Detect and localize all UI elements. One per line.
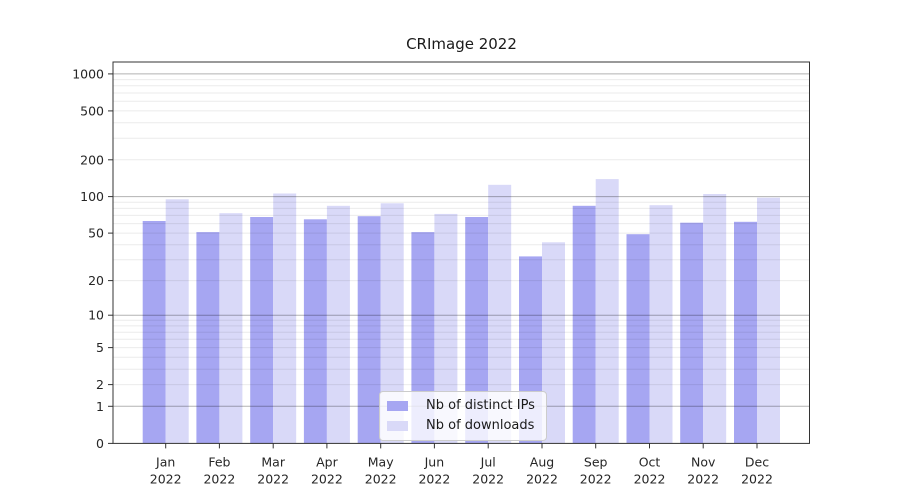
bar-downloads-nov <box>703 194 727 444</box>
x-tick-year-jan: 2022 <box>150 472 182 487</box>
bar-downloads-jul <box>488 184 512 444</box>
legend-swatch-downloads <box>387 420 408 431</box>
x-tick-label-oct: Oct <box>639 455 661 470</box>
y-tick-label-1000: 1000 <box>72 66 104 81</box>
x-tick-label-mar: Mar <box>261 455 285 470</box>
legend: Nb of distinct IPs Nb of downloads <box>379 391 547 441</box>
x-tick-label-aug: Aug <box>530 455 554 470</box>
plot-border <box>112 61 810 444</box>
bar-downloads-jun <box>434 213 458 444</box>
bar-ips-jun <box>411 232 435 444</box>
bar-ips-dec <box>734 221 757 444</box>
x-tick-label-feb: Feb <box>208 455 230 470</box>
y-tick-label-5: 5 <box>96 340 104 355</box>
bar-downloads-jan <box>165 199 189 444</box>
bar-downloads-sep <box>595 179 619 444</box>
x-tick-label-apr: Apr <box>316 455 338 470</box>
bar-downloads-feb <box>219 213 243 444</box>
legend-label-downloads: Nb of downloads <box>426 418 535 433</box>
x-tick-label-may: May <box>368 455 394 470</box>
bar-ips-jul <box>465 217 489 444</box>
y-tick-label-2: 2 <box>96 377 104 392</box>
x-tick-label-dec: Dec <box>745 455 769 470</box>
bar-downloads-mar <box>273 193 297 444</box>
y-tick-label-1: 1 <box>96 399 104 414</box>
bar-ips-apr <box>303 219 327 444</box>
x-tick-year-aug: 2022 <box>526 472 558 487</box>
x-tick-year-mar: 2022 <box>257 472 289 487</box>
x-tick-label-nov: Nov <box>691 455 716 470</box>
x-tick-year-oct: 2022 <box>634 472 666 487</box>
x-tick-year-nov: 2022 <box>687 472 719 487</box>
bar-ips-mar <box>250 217 274 444</box>
x-tick-year-feb: 2022 <box>203 472 235 487</box>
y-tick-label-200: 200 <box>80 152 104 167</box>
chart-title: CRImage 2022 <box>406 35 517 53</box>
x-tick-year-apr: 2022 <box>311 472 343 487</box>
legend-label-distinct-ips: Nb of distinct IPs <box>426 398 535 413</box>
bar-downloads-aug <box>542 242 565 444</box>
bar-downloads-oct <box>649 205 673 444</box>
legend-item-distinct-ips: Nb of distinct IPs <box>387 397 535 414</box>
bar-ips-sep <box>572 205 596 444</box>
y-tick-label-100: 100 <box>80 189 104 204</box>
bar-ips-oct <box>626 234 650 444</box>
bar-ips-jan <box>142 221 166 444</box>
x-tick-label-jun: Jun <box>424 455 445 470</box>
legend-swatch-distinct-ips <box>387 400 408 411</box>
x-tick-year-jul: 2022 <box>472 472 504 487</box>
y-tick-label-10: 10 <box>88 308 104 323</box>
bar-ips-may <box>357 216 381 444</box>
x-tick-year-jun: 2022 <box>418 472 450 487</box>
x-tick-year-dec: 2022 <box>741 472 773 487</box>
bar-downloads-dec <box>757 197 780 444</box>
y-tick-label-20: 20 <box>88 273 104 288</box>
x-tick-label-jan: Jan <box>155 455 175 470</box>
x-tick-label-sep: Sep <box>584 455 608 470</box>
y-tick-label-500: 500 <box>80 103 104 118</box>
legend-item-downloads: Nb of downloads <box>387 417 535 434</box>
x-tick-year-may: 2022 <box>365 472 397 487</box>
bar-ips-nov <box>680 222 704 444</box>
y-tick-label-50: 50 <box>88 226 104 241</box>
bar-downloads-may <box>380 203 404 444</box>
bar-downloads-apr <box>326 205 350 444</box>
x-tick-year-sep: 2022 <box>580 472 612 487</box>
bar-ips-feb <box>196 232 220 444</box>
x-tick-label-jul: Jul <box>480 455 496 470</box>
y-tick-label-0: 0 <box>96 436 104 451</box>
